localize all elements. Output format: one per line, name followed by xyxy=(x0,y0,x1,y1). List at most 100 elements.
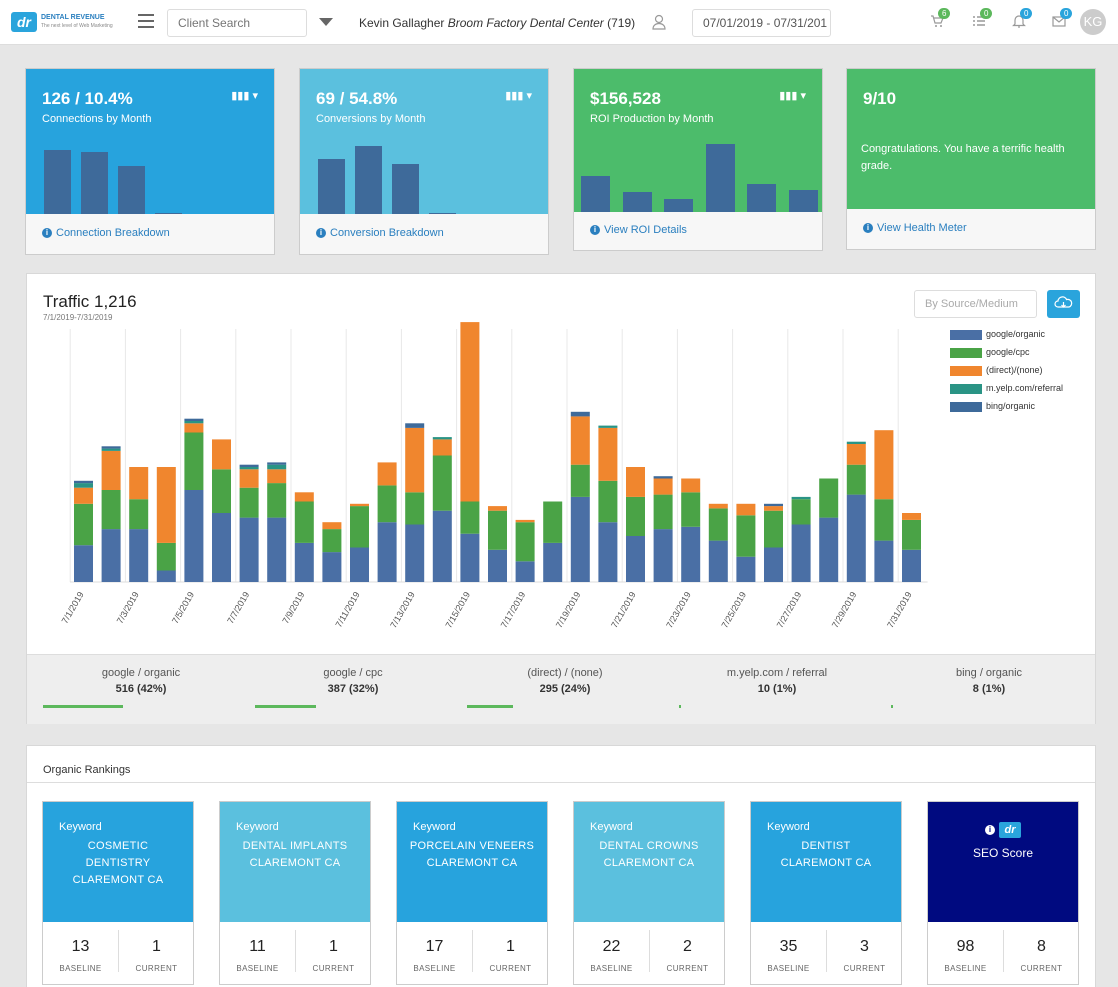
traffic-bar xyxy=(736,503,756,516)
traffic-bar xyxy=(294,501,314,543)
top-bar: dr DENTAL REVENUE The next level of Web … xyxy=(0,0,1118,45)
mini-bar xyxy=(392,163,419,216)
connection-breakdown-link[interactable]: i Connection Breakdown xyxy=(26,214,274,254)
keyword-card-header: i dr SEO Score xyxy=(928,802,1078,922)
baseline-value: 98 xyxy=(956,938,975,955)
x-tick-label: 7/7/2019 xyxy=(225,590,251,625)
keyword-card[interactable]: Keyword DENTAL IMPLANTS CLAREMONT CA 11 BASE… xyxy=(219,801,371,985)
chart-menu-icon[interactable]: ▮▮▮ ▾ xyxy=(779,90,806,102)
cart-badge: 6 xyxy=(938,8,951,19)
traffic-bar xyxy=(405,492,425,525)
summary-source: google / organic xyxy=(101,667,181,679)
health-card-body: 9/10 Congratulations. You have a terrifi… xyxy=(847,69,1095,211)
keyword-card[interactable]: Keyword PORCELAIN VENEERS CLAREMONT CA 17 BA… xyxy=(396,801,548,985)
keyword-term: DENTIST CLAREMONT CA xyxy=(751,838,901,872)
notifications-badge: 0 xyxy=(1020,8,1033,19)
menu-icon[interactable] xyxy=(138,14,154,28)
traffic-bar xyxy=(874,430,894,500)
notifications-button[interactable]: 0 xyxy=(1012,8,1033,30)
logo-title: DENTAL REVENUE xyxy=(41,14,105,21)
connections-card: 126 / 10.4% Connections by Month ▮▮▮ ▾ i… xyxy=(25,68,275,255)
traffic-bar xyxy=(902,549,921,582)
messages-button[interactable]: 0 xyxy=(1052,8,1073,30)
chart-menu-icon[interactable]: ▮▮▮ ▾ xyxy=(505,90,532,102)
traffic-title: Traffic 1,216 xyxy=(43,292,137,311)
cart-button[interactable]: 6 xyxy=(930,8,951,30)
traffic-bar xyxy=(819,478,839,518)
user-icon[interactable] xyxy=(652,14,666,30)
traffic-bar xyxy=(267,483,287,518)
tasks-button[interactable]: 0 xyxy=(972,8,993,30)
x-tick-label: 7/1/2019 xyxy=(60,590,86,625)
connection-breakdown-label: Connection Breakdown xyxy=(56,227,170,239)
legend-swatch xyxy=(950,365,982,376)
view-health-meter-link[interactable]: i View Health Meter xyxy=(847,209,1095,249)
traffic-bar xyxy=(74,483,93,488)
legend-item[interactable]: m.yelp.com/referral xyxy=(950,383,1063,401)
keyword-term-line: COSMETIC xyxy=(87,840,149,852)
chart-menu-icon[interactable]: ▮▮▮ ▾ xyxy=(231,90,258,102)
stat-divider xyxy=(295,930,296,972)
traffic-bar xyxy=(184,421,204,424)
traffic-bar xyxy=(460,501,480,534)
view-roi-details-label: View ROI Details xyxy=(604,224,687,236)
logo[interactable]: dr DENTAL REVENUE The next level of Web … xyxy=(11,12,121,34)
stat-divider xyxy=(472,930,473,972)
seo-score-card[interactable]: i dr SEO Score 98 BASELINE 8 CURRENT xyxy=(927,801,1079,985)
conversion-breakdown-link[interactable]: i Conversion Breakdown xyxy=(300,214,548,254)
roi-card-body: $156,528 ROI Production by Month ▮▮▮ ▾ xyxy=(574,69,822,214)
keyword-card[interactable]: Keyword DENTAL CROWNS CLAREMONT CA 22 BASELI… xyxy=(573,801,725,985)
summary-progress-bar xyxy=(255,705,316,708)
traffic-bar xyxy=(74,487,93,504)
current-value: 1 xyxy=(329,938,338,955)
view-roi-details-link[interactable]: i View ROI Details xyxy=(574,212,822,250)
traffic-bar xyxy=(101,446,121,449)
keyword-card-header: Keyword DENTAL IMPLANTS CLAREMONT CA xyxy=(220,802,370,922)
keyword-card[interactable]: Keyword DENTIST CLAREMONT CA 35 BASELINE 3 CUR… xyxy=(750,801,902,985)
current-stat: 1 CURRENT xyxy=(296,938,371,973)
traffic-bar xyxy=(874,499,894,541)
x-tick-label: 7/31/2019 xyxy=(885,590,914,630)
traffic-bar xyxy=(764,510,783,548)
baseline-label: BASELINE xyxy=(236,964,279,973)
traffic-bar xyxy=(267,462,287,465)
keyword-card[interactable]: Keyword COSMETIC DENTISTRY CLAREMONT CA 13 BA… xyxy=(42,801,194,985)
legend-item[interactable]: google/organic xyxy=(950,329,1063,347)
current-value: 1 xyxy=(506,938,515,955)
keyword-term-line: CLAREMONT CA xyxy=(426,857,518,869)
legend-item[interactable]: (direct)/(none) xyxy=(950,365,1063,383)
logo-subtitle: The next level of Web Marketing xyxy=(41,23,113,29)
summary-progress-bar xyxy=(679,705,681,708)
mini-bar xyxy=(788,189,818,214)
current-stat: 1 CURRENT xyxy=(119,938,194,973)
x-tick-label: 7/13/2019 xyxy=(388,590,417,630)
baseline-label: BASELINE xyxy=(59,964,102,973)
client-dropdown-icon[interactable] xyxy=(319,18,333,26)
x-tick-label: 7/3/2019 xyxy=(115,590,141,625)
view-health-meter-label: View Health Meter xyxy=(877,222,967,234)
legend-item[interactable]: google/cpc xyxy=(950,347,1063,365)
traffic-bar xyxy=(764,506,783,511)
keyword-term-line: DENTAL CROWNS xyxy=(599,840,699,852)
traffic-bar xyxy=(681,478,701,493)
traffic-summary: google / organic 516 (42%) google / cpc 387… xyxy=(27,654,1095,724)
seo-logo: i dr xyxy=(928,822,1078,838)
mini-bar xyxy=(747,183,776,214)
download-button[interactable] xyxy=(1047,290,1080,318)
source-medium-select[interactable]: By Source/Medium xyxy=(914,290,1037,318)
x-tick-label: 7/21/2019 xyxy=(609,590,638,630)
avatar[interactable]: KG xyxy=(1080,9,1106,35)
traffic-bar xyxy=(377,522,397,582)
mini-bar xyxy=(355,146,382,216)
traffic-bar xyxy=(156,467,176,543)
date-range-picker[interactable]: 07/01/2019 - 07/31/201 xyxy=(692,9,831,37)
summary-source: bing / organic xyxy=(955,667,1023,679)
traffic-bar xyxy=(902,519,921,550)
client-name: Kevin Gallagher xyxy=(359,16,445,30)
traffic-bar xyxy=(267,517,287,582)
client-search-input[interactable] xyxy=(167,9,307,37)
legend-item[interactable]: bing/organic xyxy=(950,401,1063,419)
keyword-term: COSMETIC DENTISTRY CLAREMONT CA xyxy=(43,838,193,889)
traffic-bar xyxy=(708,540,728,582)
info-icon: i xyxy=(985,825,995,835)
